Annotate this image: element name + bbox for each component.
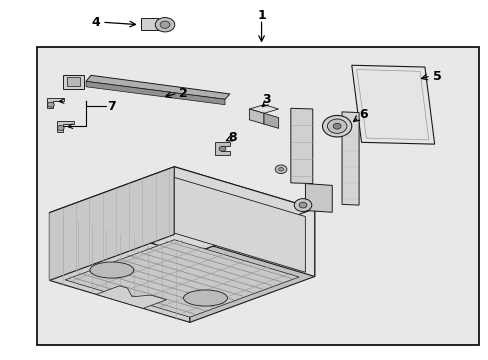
Text: 1: 1: [257, 9, 265, 22]
Text: 7: 7: [107, 100, 116, 113]
Circle shape: [47, 102, 54, 107]
Polygon shape: [351, 65, 434, 144]
Polygon shape: [86, 75, 229, 99]
Polygon shape: [49, 167, 314, 255]
Ellipse shape: [183, 290, 227, 306]
Polygon shape: [49, 213, 189, 322]
Polygon shape: [249, 109, 264, 124]
Text: 5: 5: [432, 69, 441, 82]
Polygon shape: [305, 184, 331, 212]
FancyBboxPatch shape: [141, 18, 158, 30]
Polygon shape: [96, 286, 166, 309]
Circle shape: [332, 123, 340, 129]
Polygon shape: [47, 98, 64, 108]
Polygon shape: [341, 112, 358, 205]
Polygon shape: [65, 240, 299, 317]
Polygon shape: [57, 121, 74, 132]
Text: 3: 3: [262, 93, 270, 106]
Circle shape: [57, 126, 64, 131]
Circle shape: [275, 165, 286, 174]
Polygon shape: [290, 108, 312, 184]
FancyBboxPatch shape: [67, 77, 80, 86]
Circle shape: [294, 199, 311, 212]
Text: 4: 4: [91, 16, 100, 29]
Polygon shape: [215, 142, 229, 155]
Text: 2: 2: [179, 87, 187, 100]
Circle shape: [160, 21, 169, 28]
Circle shape: [219, 146, 225, 151]
FancyBboxPatch shape: [37, 47, 478, 345]
Circle shape: [278, 167, 283, 171]
Circle shape: [327, 119, 346, 134]
Polygon shape: [174, 177, 305, 272]
Circle shape: [299, 202, 306, 208]
Circle shape: [322, 116, 351, 137]
Ellipse shape: [90, 262, 134, 278]
Polygon shape: [264, 113, 278, 129]
Circle shape: [155, 18, 174, 32]
Polygon shape: [189, 209, 314, 322]
Text: 8: 8: [227, 131, 236, 144]
Polygon shape: [86, 81, 224, 105]
FancyBboxPatch shape: [63, 75, 83, 89]
Text: 6: 6: [359, 108, 367, 121]
Polygon shape: [49, 167, 174, 280]
Polygon shape: [174, 167, 314, 276]
Polygon shape: [249, 105, 278, 113]
